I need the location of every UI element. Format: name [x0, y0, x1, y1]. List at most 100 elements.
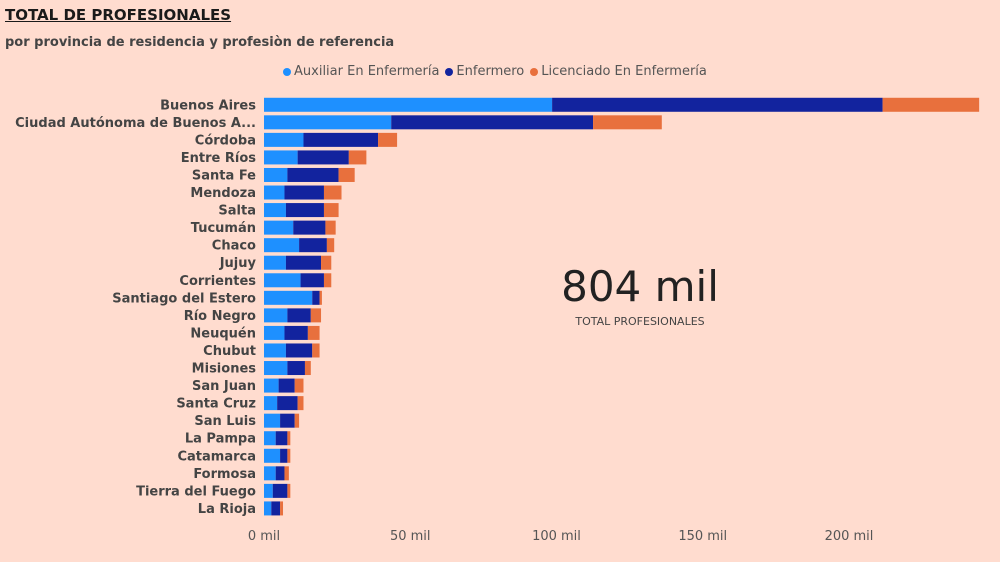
- bar-segment-auxiliar[interactable]: [264, 290, 313, 305]
- bar-segment-auxiliar[interactable]: [264, 255, 286, 270]
- bar-segment-auxiliar[interactable]: [264, 431, 276, 446]
- bar-segment-auxiliar[interactable]: [264, 238, 300, 253]
- bar-segment-auxiliar[interactable]: [264, 448, 281, 463]
- bar-segment-licenciado[interactable]: [297, 396, 304, 411]
- bar-segment-licenciado[interactable]: [280, 501, 284, 516]
- x-tick-label: 100 mil: [532, 529, 581, 544]
- category-label: San Juan: [192, 379, 256, 394]
- bar-segment-enfermero[interactable]: [300, 273, 324, 288]
- bar-segment-licenciado[interactable]: [323, 185, 342, 200]
- bar-segment-licenciado[interactable]: [307, 325, 320, 340]
- category-label: Corrientes: [179, 274, 256, 289]
- x-tick-label: 200 mil: [825, 529, 874, 544]
- category-label: La Pampa: [185, 432, 256, 447]
- bar-segment-licenciado[interactable]: [338, 167, 355, 182]
- bar-segment-enfermero[interactable]: [285, 203, 324, 218]
- bar-segment-auxiliar[interactable]: [264, 413, 281, 428]
- bar-segment-enfermero[interactable]: [552, 97, 883, 112]
- bar-segment-auxiliar[interactable]: [264, 167, 288, 182]
- bar-segment-enfermero[interactable]: [299, 238, 327, 253]
- category-label: Mendoza: [190, 186, 256, 201]
- bar-segment-enfermero[interactable]: [287, 167, 339, 182]
- bar-segment-enfermero[interactable]: [287, 308, 311, 323]
- bar-segment-auxiliar[interactable]: [264, 361, 288, 376]
- legend-label-auxiliar: Auxiliar En Enfermería: [294, 64, 440, 79]
- bar-segment-licenciado[interactable]: [325, 220, 336, 235]
- bar-segment-enfermero[interactable]: [280, 448, 288, 463]
- bar-segment-enfermero[interactable]: [284, 185, 324, 200]
- bar-segment-auxiliar[interactable]: [264, 203, 286, 218]
- category-label: Neuquén: [190, 326, 256, 341]
- bar-segment-licenciado[interactable]: [348, 150, 367, 165]
- bar-segment-enfermero[interactable]: [297, 150, 349, 165]
- bar-segment-enfermero[interactable]: [271, 501, 281, 516]
- bar-segment-auxiliar[interactable]: [264, 185, 285, 200]
- bar-segment-licenciado[interactable]: [882, 97, 980, 112]
- x-tick-label: 0 mil: [248, 529, 280, 544]
- bar-segment-enfermero[interactable]: [275, 466, 285, 481]
- bar-segment-licenciado[interactable]: [304, 361, 311, 376]
- bar-segment-licenciado[interactable]: [312, 343, 320, 358]
- category-label: Chubut: [203, 344, 256, 359]
- bar-segment-licenciado[interactable]: [593, 115, 662, 130]
- bar-segment-auxiliar[interactable]: [264, 308, 288, 323]
- legend-dot-licenciado: [530, 67, 539, 76]
- bar-segment-licenciado[interactable]: [326, 238, 335, 253]
- category-label: Buenos Aires: [160, 98, 256, 113]
- bar-segment-licenciado[interactable]: [287, 431, 291, 446]
- bar-segment-enfermero[interactable]: [391, 115, 594, 130]
- bar-segment-auxiliar[interactable]: [264, 115, 392, 130]
- bar-segment-auxiliar[interactable]: [264, 501, 272, 516]
- category-label: Tucumán: [191, 221, 256, 236]
- bar-segment-auxiliar[interactable]: [264, 325, 285, 340]
- bar-segment-enfermero[interactable]: [287, 361, 305, 376]
- legend-item-auxiliar[interactable]: Auxiliar En Enfermería: [283, 64, 439, 79]
- bar-segment-auxiliar[interactable]: [264, 150, 298, 165]
- bar-segment-auxiliar[interactable]: [264, 396, 278, 411]
- bar-segment-auxiliar[interactable]: [264, 132, 304, 147]
- bar-segment-enfermero[interactable]: [303, 132, 379, 147]
- bar-segment-licenciado[interactable]: [378, 132, 398, 147]
- bar-segment-enfermero[interactable]: [285, 255, 322, 270]
- bar-segment-enfermero[interactable]: [285, 343, 313, 358]
- bar-segment-licenciado[interactable]: [294, 378, 304, 393]
- bar-segment-auxiliar[interactable]: [264, 466, 276, 481]
- bar-segment-licenciado[interactable]: [294, 413, 300, 428]
- bar-segment-licenciado[interactable]: [323, 273, 332, 288]
- category-label: Santa Cruz: [176, 397, 256, 412]
- category-label: Ciudad Autónoma de Buenos A...: [15, 116, 256, 131]
- bar-segment-auxiliar[interactable]: [264, 343, 286, 358]
- bar-segment-licenciado[interactable]: [287, 448, 291, 463]
- chart-subtitle: por provincia de residencia y profesiòn …: [5, 35, 395, 50]
- bar-segment-auxiliar[interactable]: [264, 378, 279, 393]
- bar-segment-enfermero[interactable]: [280, 413, 295, 428]
- legend-item-enfermero[interactable]: Enfermero: [445, 64, 524, 79]
- bar-segment-enfermero[interactable]: [277, 396, 298, 411]
- x-tick-label: 50 mil: [390, 529, 431, 544]
- bar-segment-auxiliar[interactable]: [264, 97, 553, 112]
- bar-segment-licenciado[interactable]: [321, 255, 332, 270]
- bar-segment-enfermero[interactable]: [284, 325, 308, 340]
- bar-segment-licenciado[interactable]: [284, 466, 289, 481]
- category-label: Santiago del Estero: [112, 291, 256, 306]
- bar-segment-enfermero[interactable]: [272, 483, 288, 498]
- category-label: Formosa: [193, 467, 256, 482]
- legend-item-licenciado[interactable]: Licenciado En Enfermería: [530, 64, 707, 79]
- bar-segment-auxiliar[interactable]: [264, 220, 294, 235]
- legend-dot-enfermero: [445, 67, 454, 76]
- bar-segment-enfermero[interactable]: [312, 290, 320, 305]
- kpi-value: 804 mil: [561, 262, 719, 311]
- bar-segment-enfermero[interactable]: [275, 431, 288, 446]
- bar-segment-enfermero[interactable]: [293, 220, 326, 235]
- bar-segment-auxiliar[interactable]: [264, 273, 301, 288]
- bar-segment-licenciado[interactable]: [319, 290, 322, 305]
- bar-segment-licenciado[interactable]: [323, 203, 339, 218]
- bar-segment-enfermero[interactable]: [278, 378, 295, 393]
- bar-segment-licenciado[interactable]: [310, 308, 322, 323]
- category-label: San Luis: [194, 414, 256, 429]
- bar-segment-auxiliar[interactable]: [264, 483, 273, 498]
- category-label: Catamarca: [177, 449, 256, 464]
- bar-segment-licenciado[interactable]: [287, 483, 291, 498]
- category-label: Entre Ríos: [181, 151, 257, 166]
